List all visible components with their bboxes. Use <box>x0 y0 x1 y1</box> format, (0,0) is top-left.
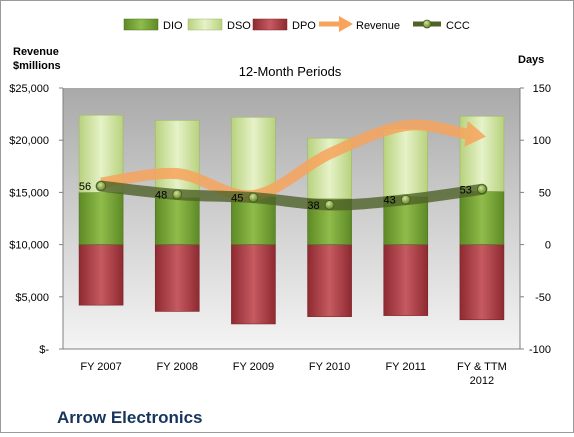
legend-label-dio: DIO <box>163 20 183 32</box>
left-axis-label-3: $10,000 <box>9 240 49 252</box>
legend-label-revenue: Revenue <box>356 20 400 32</box>
ccc-label-4: 38 <box>307 200 319 212</box>
right-axis-label-3: 0 <box>545 240 551 252</box>
bar-dpo-6 <box>459 244 505 321</box>
chart-marks: 56 48 45 38 43 53 <box>78 114 505 325</box>
legend-item-dpo: DPO <box>252 18 316 32</box>
bar-dio-2 <box>154 197 200 245</box>
legend-item-ccc: CCC <box>413 19 470 32</box>
ccc-label-6: 53 <box>460 184 472 196</box>
left-axis-title-line2: $millions <box>13 60 61 72</box>
legend-swatch-dso <box>187 18 223 31</box>
left-axis-label-1: $- <box>39 344 49 356</box>
ccc-label-5: 43 <box>384 195 396 207</box>
bar-dpo-5 <box>383 244 429 316</box>
left-axis-label-2: $5,000 <box>15 292 49 304</box>
bar-dpo-4 <box>307 244 352 317</box>
ccc-point-4 <box>324 200 335 210</box>
legend-item-revenue: Revenue <box>319 16 400 32</box>
ccc-label-3: 45 <box>231 193 243 205</box>
legend-item-dio: DIO <box>123 18 183 32</box>
left-axis-label-6: $25,000 <box>9 83 49 95</box>
legend: DIO DSO DPO Revenue CCC <box>123 16 470 32</box>
bar-dso-5 <box>383 128 429 197</box>
legend-arrow-revenue <box>339 16 353 32</box>
company-name: Arrow Electronics <box>57 408 203 427</box>
ccc-label-1: 56 <box>79 181 91 193</box>
chart-title: 12-Month Periods <box>239 64 342 79</box>
legend-swatch-dio <box>123 18 159 31</box>
ccc-point-2 <box>172 189 183 200</box>
bar-dio-3 <box>231 196 276 245</box>
revenue-arrowhead <box>464 120 486 147</box>
right-axis-label-2: -50 <box>535 292 551 304</box>
x-axis-label-2: FY 2008 <box>157 361 198 373</box>
ccc-point-5 <box>400 194 411 205</box>
right-axis-title: Days <box>518 54 544 66</box>
bar-dpo-3 <box>231 244 276 325</box>
legend-label-dpo: DPO <box>292 20 316 32</box>
ccc-point-1 <box>96 181 106 192</box>
bar-dso-6 <box>459 115 505 192</box>
revenue-line <box>100 119 468 202</box>
x-axis-label-1: FY 2007 <box>80 361 121 373</box>
x-axis-label-5: FY 2011 <box>385 361 426 373</box>
x-axis-label-4: FY 2010 <box>309 361 350 373</box>
bar-dpo-2 <box>154 244 200 312</box>
left-axis-title-line1: Revenue <box>13 46 59 58</box>
left-axis-label-5: $20,000 <box>9 135 49 147</box>
legend-swatch-dpo <box>252 18 288 31</box>
right-axis-label-6: 150 <box>533 83 551 95</box>
bar-dio-6 <box>459 191 505 245</box>
right-axis-label-5: 100 <box>533 135 551 147</box>
bar-dio-1 <box>78 192 124 245</box>
x-axis-label-6: FY & TTM 2012 <box>457 361 507 387</box>
legend-item-dso: DSO <box>187 18 251 32</box>
right-axis-label-4: 50 <box>539 187 551 199</box>
right-axis-label-1: -100 <box>529 344 551 356</box>
chart-axes: $- $5,000 $10,000 $15,000 $20,000 $25,000 -100… <box>9 83 551 387</box>
legend-marker-ccc <box>422 19 432 29</box>
x-axis-label-3: FY 2009 <box>233 361 274 373</box>
ccc-point-6 <box>477 184 487 195</box>
legend-label-dso: DSO <box>227 20 251 32</box>
ccc-line <box>95 180 488 211</box>
bar-dso-2 <box>154 120 200 198</box>
ccc-label-2: 48 <box>155 189 167 201</box>
ccc-point-3 <box>248 192 259 203</box>
bar-dpo-1 <box>78 244 124 306</box>
left-axis-label-4: $15,000 <box>9 187 49 199</box>
bar-dso-3 <box>231 116 276 197</box>
legend-label-ccc: CCC <box>446 20 470 32</box>
